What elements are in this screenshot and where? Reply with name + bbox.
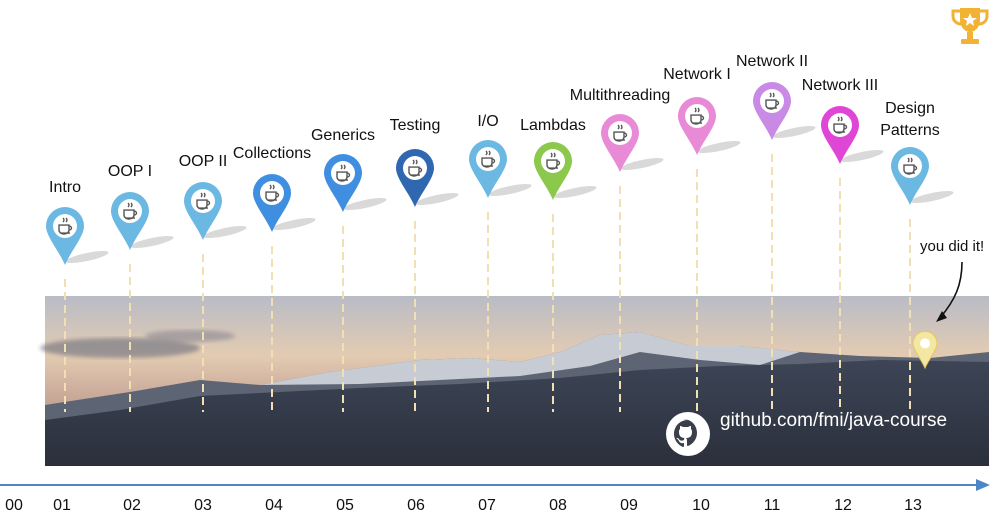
java-cup-icon bbox=[833, 116, 848, 134]
pin-shadow bbox=[272, 217, 316, 231]
week-tick-label: 06 bbox=[407, 497, 425, 514]
github-icon bbox=[666, 412, 710, 456]
pin-shadow bbox=[840, 149, 884, 163]
milestone-pin-09 bbox=[601, 114, 664, 172]
pin-shadow bbox=[772, 125, 816, 139]
milestone-label: Multithreading bbox=[569, 87, 671, 104]
pin-shadow bbox=[620, 157, 664, 171]
pin-shadow bbox=[130, 235, 174, 249]
java-cup-icon bbox=[336, 164, 351, 182]
pin-shadow bbox=[553, 185, 597, 199]
github-link[interactable]: github.com/fmi/java-course bbox=[664, 410, 947, 432]
milestone-label: Network III bbox=[801, 77, 879, 94]
mountain-photo bbox=[40, 296, 989, 466]
milestone-label: I/O bbox=[477, 113, 499, 130]
finish-pin bbox=[912, 330, 938, 370]
java-cup-icon bbox=[903, 157, 918, 175]
week-tick-label: 00 bbox=[5, 497, 23, 514]
java-cup-icon bbox=[690, 107, 705, 125]
week-tick-label: 01 bbox=[53, 497, 71, 514]
week-tick-label: 02 bbox=[123, 497, 141, 514]
pin-shadow bbox=[910, 190, 954, 204]
week-tick-label: 03 bbox=[194, 497, 212, 514]
pin-shadow bbox=[697, 140, 741, 154]
milestone-pin-10 bbox=[678, 97, 741, 155]
milestone-pin-11 bbox=[753, 82, 816, 140]
milestone-pin-03 bbox=[184, 182, 247, 240]
timeline-axis bbox=[0, 479, 990, 491]
pin-shadow bbox=[203, 225, 247, 239]
week-tick-label: 05 bbox=[336, 497, 354, 514]
milestone-pin-04 bbox=[253, 174, 316, 232]
milestone-pins bbox=[46, 82, 954, 265]
java-cup-icon bbox=[58, 217, 73, 235]
pin-shadow bbox=[488, 183, 532, 197]
pin-shadow bbox=[65, 250, 109, 264]
milestone-label: Collections bbox=[232, 145, 312, 162]
pin-shadow bbox=[343, 197, 387, 211]
finish-center bbox=[920, 338, 930, 349]
week-tick-label: 11 bbox=[763, 497, 781, 514]
java-cup-icon bbox=[481, 150, 496, 168]
milestone-dashes bbox=[64, 154, 911, 412]
java-cup-icon bbox=[196, 192, 211, 210]
week-tick-label: 13 bbox=[904, 497, 922, 514]
milestone-label: Intro bbox=[48, 179, 82, 196]
milestone-label: Patterns bbox=[880, 122, 940, 139]
milestone-pin-07 bbox=[469, 140, 532, 198]
milestone-label: OOP II bbox=[178, 153, 228, 170]
java-cup-icon bbox=[546, 152, 561, 170]
java-cup-icon bbox=[765, 92, 780, 110]
java-cup-icon bbox=[408, 159, 423, 177]
week-tick-label: 07 bbox=[478, 497, 496, 514]
milestone-label: Testing bbox=[389, 117, 441, 134]
week-tick-label: 12 bbox=[834, 497, 852, 514]
java-cup-icon bbox=[613, 124, 628, 142]
milestone-label: Design bbox=[885, 100, 935, 117]
milestone-pin-06 bbox=[396, 149, 459, 207]
milestone-pin-02 bbox=[111, 192, 174, 250]
java-cup-icon bbox=[123, 202, 138, 220]
week-tick-label: 10 bbox=[692, 497, 710, 514]
github-url[interactable]: github.com/fmi/java-course bbox=[720, 410, 948, 431]
milestone-pin-01 bbox=[46, 207, 109, 265]
trophy-icon bbox=[951, 8, 989, 44]
milestone-label: OOP I bbox=[107, 163, 153, 180]
finish-arrow-head bbox=[936, 311, 947, 322]
milestone-pin-13 bbox=[891, 147, 954, 205]
week-tick-label: 08 bbox=[549, 497, 567, 514]
milestone-label: Lambdas bbox=[520, 117, 586, 134]
week-tick-label: 04 bbox=[265, 497, 283, 514]
finish-marker bbox=[912, 330, 938, 370]
milestone-label: Network II bbox=[735, 53, 809, 70]
milestone-pin-05 bbox=[324, 154, 387, 212]
week-tick-label: 09 bbox=[620, 497, 638, 514]
milestone-label: Generics bbox=[310, 127, 376, 144]
java-cup-icon bbox=[265, 184, 280, 202]
milestone-label: Network I bbox=[663, 66, 731, 83]
milestone-pin-08 bbox=[534, 142, 597, 200]
finish-label: you did it! bbox=[920, 238, 985, 255]
milestone-pin-12 bbox=[821, 106, 884, 164]
pin-shadow bbox=[415, 192, 459, 206]
